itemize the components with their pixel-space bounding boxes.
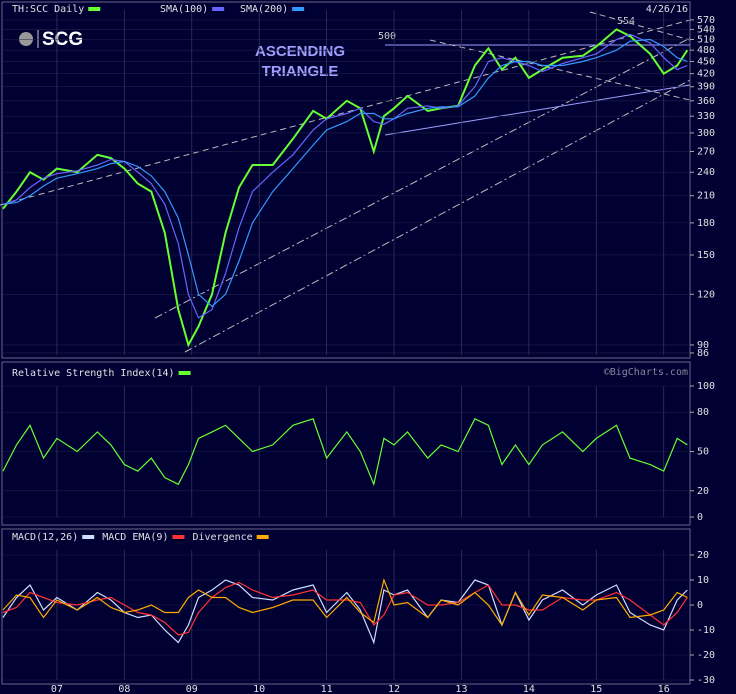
series-line: [2, 579, 688, 645]
series-line: [2, 418, 688, 487]
y-tick-label: -20: [697, 650, 715, 661]
x-tick-label: 10: [253, 684, 265, 694]
y-tick-label: 120: [697, 289, 715, 300]
x-tick-label: 15: [590, 684, 602, 694]
x-tick-label: 12: [388, 684, 400, 694]
y-tick-label: 450: [697, 57, 715, 68]
legend-label: MACD(12,26): [12, 532, 78, 543]
legend-swatch: [88, 7, 101, 11]
y-tick-label: 330: [697, 111, 715, 122]
x-tick-label: 16: [658, 684, 670, 694]
macd-panel: [1, 528, 691, 685]
y-tick-label: 0: [697, 512, 703, 523]
legend-label: SMA(100): [160, 4, 208, 15]
y-tick-label: 240: [697, 167, 715, 178]
series-line: [2, 28, 689, 348]
trend-lines: [0, 11, 691, 353]
series-line: [2, 33, 688, 319]
x-tick-label: 08: [118, 684, 130, 694]
trend-line: [154, 37, 691, 319]
x-tick-label: 13: [455, 684, 467, 694]
series-line: [2, 578, 688, 627]
y-tick-label: 420: [697, 69, 715, 80]
y-tick-label: 510: [697, 34, 715, 45]
y-tick-label: 10: [697, 575, 709, 586]
y-tick-label: 540: [697, 24, 715, 35]
x-tick-label: 11: [321, 684, 333, 694]
y-tick-label: 90: [697, 340, 709, 351]
logo-icon: [19, 32, 33, 46]
y-tick-label: -30: [697, 675, 715, 686]
legend-label: MACD EMA(9): [102, 532, 168, 543]
trend-line: [384, 84, 691, 136]
y-tick-label: 180: [697, 218, 715, 229]
series-line: [2, 581, 688, 636]
legend-swatch: [212, 7, 225, 11]
y-tick-label: 86: [697, 348, 709, 359]
legend-swatch: [172, 535, 185, 539]
y-tick-label: 300: [697, 128, 715, 139]
x-tick-label: 07: [51, 684, 63, 694]
legend-swatch: [178, 371, 191, 375]
y-tick-label: 0: [697, 600, 703, 611]
legend-swatch: [82, 535, 95, 539]
series-line: [2, 38, 688, 308]
y-tick-label: -10: [697, 625, 715, 636]
y-tick-label: 270: [697, 146, 715, 157]
y-tick-label: 20: [697, 550, 709, 561]
trend-line: [0, 19, 691, 206]
legend-label: Relative Strength Index(14): [12, 368, 175, 379]
legend-label: SMA(200): [240, 4, 288, 15]
y-tick-label: 360: [697, 96, 715, 107]
x-tick-label: 09: [186, 684, 198, 694]
annotation: TRIANGLE: [262, 63, 339, 80]
legend-label: Divergence: [192, 532, 252, 543]
y-tick-label: 570: [697, 15, 715, 26]
watermark: ©BigCharts.com: [604, 367, 688, 378]
price-panel: [1, 1, 691, 359]
annotation: 500: [378, 31, 396, 42]
annotation: 554: [617, 16, 635, 27]
y-tick-label: 50: [697, 447, 709, 458]
y-tick-label: 480: [697, 45, 715, 56]
rsi-panel: [1, 361, 691, 526]
x-tick-label: 14: [523, 684, 535, 694]
y-tick-label: 20: [697, 486, 709, 497]
legend-label: TH:SCC Daily: [12, 4, 84, 15]
date: 4/26/16: [646, 4, 688, 15]
y-tick-label: 390: [697, 82, 715, 93]
legend-swatch: [292, 7, 305, 11]
trend-line: [589, 11, 691, 41]
y-tick-label: 150: [697, 250, 715, 261]
y-tick-label: 80: [697, 407, 709, 418]
y-tick-label: 210: [697, 191, 715, 202]
y-tick-label: 100: [697, 381, 715, 392]
legend-swatch: [256, 535, 269, 539]
annotation: ASCENDING: [255, 43, 345, 60]
